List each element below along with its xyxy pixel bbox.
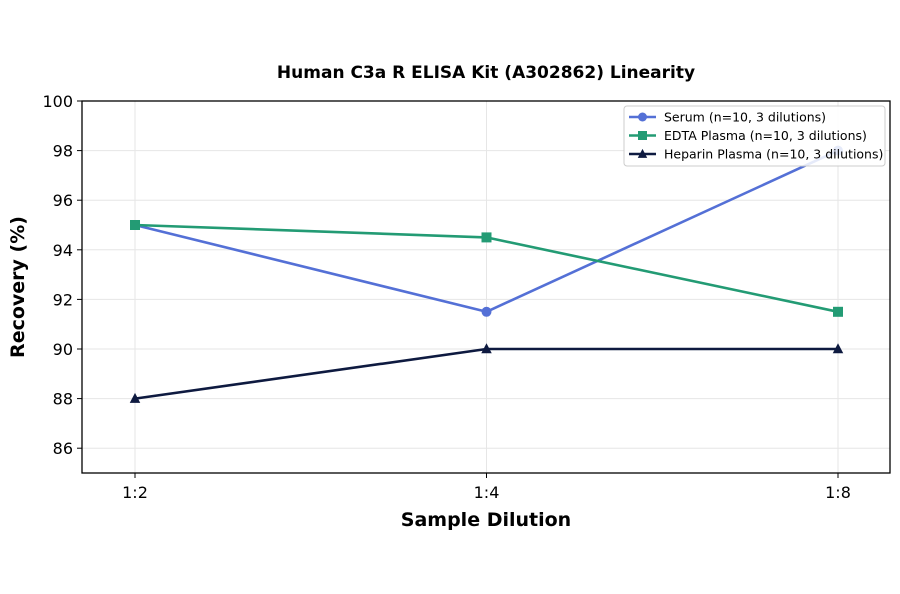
legend-swatch-marker [638, 112, 647, 122]
legend-item: Heparin Plasma (n=10, 3 dilutions) [629, 147, 883, 162]
y-tick-label: 88 [53, 390, 73, 409]
x-axis-ticks: 1:2 1:4 1:8 [122, 473, 851, 502]
series-2 [130, 220, 843, 317]
chart-title: Human C3a R ELISA Kit (A302862) Linearit… [277, 63, 695, 83]
legend-label: Heparin Plasma (n=10, 3 dilutions) [664, 147, 883, 162]
x-tick-label: 1:4 [474, 483, 500, 502]
data-point [130, 220, 140, 230]
y-axis-ticks: 86 88 90 92 94 96 98 100 [42, 92, 82, 458]
y-tick-label: 100 [42, 92, 73, 111]
x-tick-label: 1:8 [825, 483, 851, 502]
legend-label: EDTA Plasma (n=10, 3 dilutions) [664, 128, 867, 143]
x-axis-label: Sample Dilution [401, 509, 571, 531]
data-point [481, 306, 492, 317]
data-point [481, 343, 492, 354]
data-point [129, 392, 141, 403]
legend-label: Serum (n=10, 3 dilutions) [664, 110, 826, 125]
x-tick-label: 1:2 [122, 483, 148, 502]
y-tick-label: 96 [53, 191, 73, 210]
legend-item: Serum (n=10, 3 dilutions) [629, 110, 826, 125]
y-tick-label: 90 [53, 340, 73, 359]
legend-item: EDTA Plasma (n=10, 3 dilutions) [629, 128, 867, 143]
series-3 [129, 343, 844, 403]
series-layer [129, 145, 844, 403]
legend-swatch-marker [637, 148, 648, 158]
y-tick-label: 98 [53, 142, 73, 161]
y-tick-label: 92 [53, 290, 73, 309]
legend-swatch-marker [638, 131, 647, 140]
data-point [833, 306, 843, 317]
data-point [481, 232, 492, 243]
y-tick-label: 94 [53, 241, 73, 260]
y-tick-label: 86 [53, 439, 73, 458]
data-point [832, 343, 844, 354]
legend: Serum (n=10, 3 dilutions) EDTA Plasma (n=… [623, 105, 886, 167]
legend-box [623, 105, 886, 167]
y-axis-label: Recovery (%) [7, 216, 29, 358]
